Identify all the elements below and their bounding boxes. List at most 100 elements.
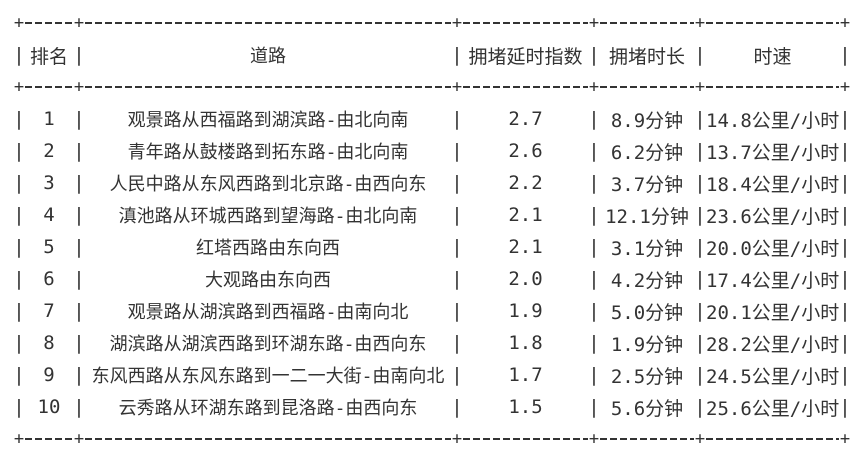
column-separator: |: [839, 44, 851, 66]
column-separator: |: [694, 172, 706, 194]
road-cell: 大观路由东向西: [205, 270, 331, 291]
border-plus-icon: +: [588, 13, 600, 33]
rank-cell: 10: [37, 396, 61, 418]
border-dash: [463, 438, 588, 440]
column-separator: |: [588, 108, 600, 130]
column-separator: |: [73, 108, 85, 130]
column-separator: |: [839, 300, 851, 322]
road-cell: 滇池路从环城西路到望海路-由北向南: [118, 206, 418, 227]
delay-index-cell: 1.7: [508, 364, 543, 386]
duration-cell: 8.9分钟: [610, 109, 684, 132]
column-separator: |: [694, 364, 706, 386]
border-dash: [600, 22, 694, 24]
column-separator: |: [588, 140, 600, 162]
border-dash: [463, 22, 588, 24]
table-rows: | 1 | 观景路从西福路到湖滨路-由北向南 | 2.7 | 8.9分钟 | 1…: [0, 103, 860, 423]
speed-cell: 13.7公里/小时: [706, 141, 840, 164]
road-cell: 青年路从鼓楼路到拓东路-由北向南: [127, 142, 409, 163]
column-separator: |: [73, 396, 85, 418]
delay-index-cell: 1.5: [508, 396, 543, 418]
column-separator: |: [73, 236, 85, 258]
speed-cell: 28.2公里/小时: [706, 333, 840, 356]
delay-index-cell: 2.1: [508, 204, 543, 226]
column-separator: |: [588, 236, 600, 258]
column-separator: |: [13, 300, 25, 322]
border-dash: [85, 438, 451, 440]
rank-cell: 7: [43, 300, 55, 322]
table-border-top: + + + + + +: [0, 7, 860, 39]
border-plus-icon: +: [73, 13, 85, 33]
delay-index-cell: 2.6: [508, 140, 543, 162]
column-separator: |: [839, 108, 851, 130]
column-separator: |: [694, 140, 706, 162]
table-row: | 10 | 云秀路从环湖东路到昆洛路-由西向东 | 1.5 | 5.6分钟 |…: [0, 391, 860, 423]
column-separator: |: [451, 44, 463, 66]
header-delay-index: 拥堵延时指数: [468, 45, 583, 68]
column-separator: |: [451, 172, 463, 194]
table-row: | 7 | 观景路从湖滨路到西福路-由南向北 | 1.9 | 5.0分钟 | 2…: [0, 295, 860, 327]
speed-cell: 18.4公里/小时: [706, 173, 840, 196]
road-cell: 湖滨路从湖滨西路到环湖东路-由西向东: [109, 334, 427, 355]
header-duration: 拥堵时长: [608, 45, 685, 68]
column-separator: |: [694, 108, 706, 130]
column-separator: |: [839, 396, 851, 418]
rank-cell: 6: [43, 268, 55, 290]
column-separator: |: [451, 268, 463, 290]
speed-cell: 25.6公里/小时: [706, 397, 840, 420]
rank-cell: 2: [43, 140, 55, 162]
column-separator: |: [13, 268, 25, 290]
column-separator: |: [13, 108, 25, 130]
table-row: | 1 | 观景路从西福路到湖滨路-由北向南 | 2.7 | 8.9分钟 | 1…: [0, 103, 860, 135]
column-separator: |: [13, 364, 25, 386]
border-plus-icon: +: [13, 429, 25, 449]
column-separator: |: [588, 332, 600, 354]
column-separator: |: [451, 332, 463, 354]
header-rank: 排名: [29, 45, 68, 68]
delay-index-cell: 1.9: [508, 300, 543, 322]
header-road: 道路: [250, 46, 286, 67]
column-separator: |: [451, 364, 463, 386]
column-separator: |: [13, 332, 25, 354]
border-plus-icon: +: [694, 429, 706, 449]
column-separator: |: [839, 364, 851, 386]
column-separator: |: [588, 44, 600, 66]
border-dash: [25, 22, 73, 24]
border-dash: [600, 438, 694, 440]
column-separator: |: [694, 396, 706, 418]
border-plus-icon: +: [451, 77, 463, 97]
speed-cell: 14.8公里/小时: [706, 109, 840, 132]
rank-cell: 1: [43, 108, 55, 130]
column-separator: |: [13, 140, 25, 162]
delay-index-cell: 2.7: [508, 108, 543, 130]
column-separator: |: [13, 396, 25, 418]
duration-cell: 5.0分钟: [610, 301, 684, 324]
border-dash: [600, 86, 694, 88]
column-separator: |: [73, 140, 85, 162]
border-dash: [25, 86, 73, 88]
border-dash: [25, 438, 73, 440]
speed-cell: 20.1公里/小时: [706, 301, 840, 324]
column-separator: |: [588, 364, 600, 386]
column-separator: |: [588, 268, 600, 290]
table-row: | 4 | 滇池路从环城西路到望海路-由北向南 | 2.1 | 12.1分钟 |…: [0, 199, 860, 231]
border-plus-icon: +: [73, 77, 85, 97]
border-plus-icon: +: [73, 429, 85, 449]
duration-cell: 2.5分钟: [610, 365, 684, 388]
border-plus-icon: +: [451, 429, 463, 449]
column-separator: |: [694, 332, 706, 354]
column-separator: |: [73, 332, 85, 354]
table-row: | 3 | 人民中路从东风西路到北京路-由西向东 | 2.2 | 3.7分钟 |…: [0, 167, 860, 199]
road-cell: 东风西路从东风东路到一二一大街-由南向北: [91, 366, 445, 387]
delay-index-cell: 1.8: [508, 332, 543, 354]
border-plus-icon: +: [839, 77, 851, 97]
column-separator: |: [451, 300, 463, 322]
column-separator: |: [694, 204, 706, 226]
column-separator: |: [588, 204, 600, 226]
delay-index-cell: 2.1: [508, 236, 543, 258]
column-separator: |: [839, 140, 851, 162]
delay-index-cell: 2.2: [508, 172, 543, 194]
column-separator: |: [451, 204, 463, 226]
table-row: | 5 | 红塔西路由东向西 | 2.1 | 3.1分钟 | 20.0公里/小时…: [0, 231, 860, 263]
speed-cell: 23.6公里/小时: [706, 205, 840, 228]
column-separator: |: [73, 364, 85, 386]
